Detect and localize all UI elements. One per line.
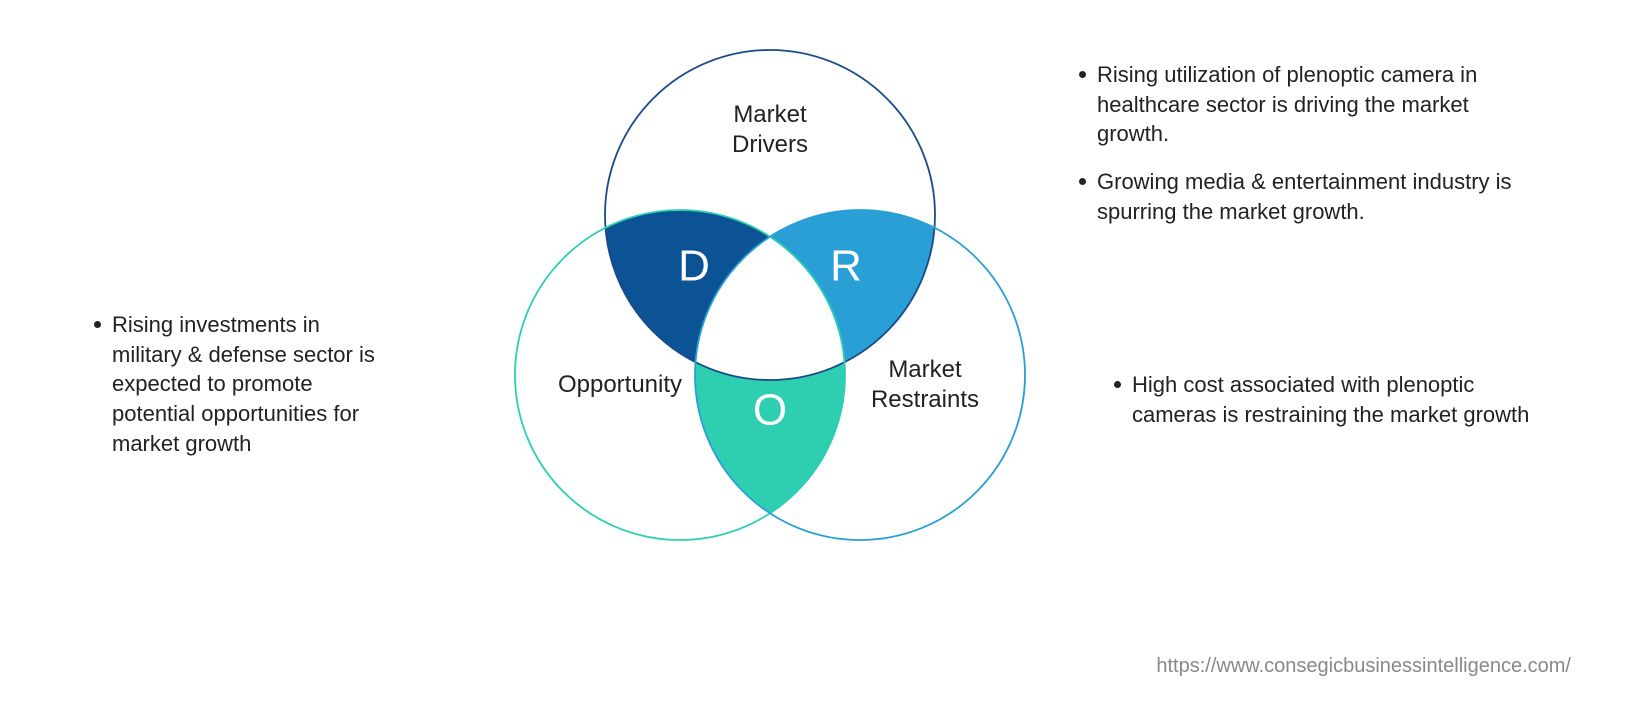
venn-diagram: D R O Market Drivers Opportunity Market …	[480, 25, 1060, 605]
bullet-driver-0: Rising utilization of plenoptic camera i…	[1075, 60, 1535, 149]
bullets-opportunity: Rising investments in military & defense…	[90, 310, 390, 476]
label-restraints: Market Restraints	[850, 355, 1000, 415]
label-restraints-l1: Market	[888, 356, 961, 383]
label-opportunity: Opportunity	[535, 370, 705, 400]
bullet-opportunity-0: Rising investments in military & defense…	[90, 310, 390, 458]
bullet-driver-1: Growing media & entertainment industry i…	[1075, 167, 1535, 226]
label-restraints-l2: Restraints	[871, 386, 979, 413]
bullet-restraint-0: High cost associated with plenoptic came…	[1110, 370, 1530, 429]
overlap-letter-d: D	[678, 242, 710, 291]
bullets-drivers: Rising utilization of plenoptic camera i…	[1075, 60, 1535, 244]
label-drivers-l1: Market	[733, 101, 806, 128]
overlap-letter-o: O	[753, 386, 787, 435]
bullets-restraints: High cost associated with plenoptic came…	[1110, 370, 1530, 447]
label-drivers-l2: Drivers	[732, 131, 808, 158]
footer-attribution: https://www.consegicbusinessintelligence…	[1156, 655, 1571, 678]
label-opportunity-l1: Opportunity	[558, 371, 682, 398]
label-drivers: Market Drivers	[690, 100, 850, 160]
overlap-letter-r: R	[830, 242, 862, 291]
